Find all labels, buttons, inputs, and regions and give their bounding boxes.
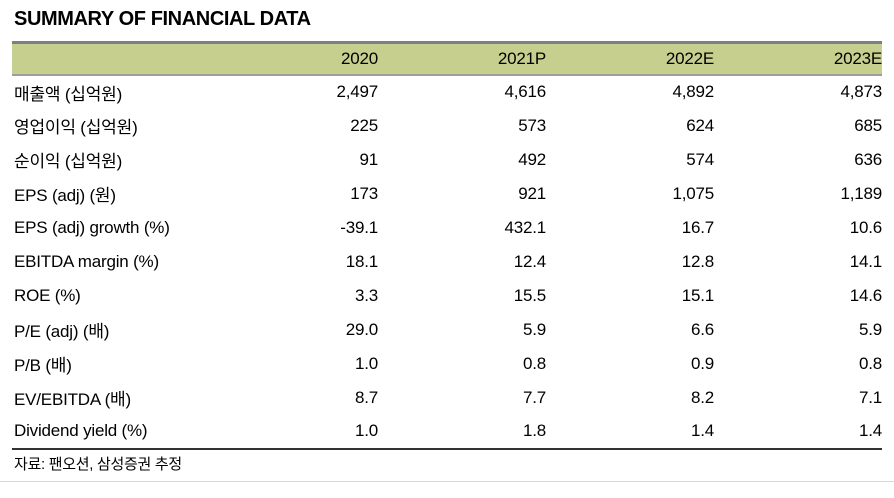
cell-value: 6.6 [690,319,714,339]
table-row-pe: P/E (adj) (배) 29.0 5.9 6.6 5.9 [12,313,882,347]
source-note: 자료: 팬오션, 삼성증권 추정 [14,455,182,473]
table-row-revenue: 매출액 (십억원) 2,497 4,616 4,892 4,873 [12,75,882,109]
cell-value: 15.1 [681,285,714,305]
cell-value: 7.1 [858,387,882,407]
cell-value: 4,892 [672,82,714,101]
cell-value: 16.7 [681,217,714,237]
table-row-net-profit: 순이익 (십억원) 91 492 574 636 [12,143,882,177]
cell-value: 624 [686,115,714,135]
table-header-2023e: 2023E [833,48,882,68]
cell-value: 173 [350,183,378,203]
table-header-2021p: 2021P [497,48,546,68]
table-row-roe: ROE (%) 3.3 15.5 15.1 14.6 [12,279,882,313]
cell-value: 4,873 [840,82,882,101]
cell-value: 1,075 [672,183,714,203]
cell-value: 1.4 [858,421,882,440]
cell-value: 14.1 [849,251,882,271]
bottom-divider [0,481,894,482]
table-row-ebitda-margin: EBITDA margin (%) 18.1 12.4 12.8 14.1 [12,245,882,279]
cell-value: 1.4 [690,421,714,440]
table-row-eps: EPS (adj) (원) 173 921 1,075 1,189 [12,177,882,211]
cell-value: 574 [686,149,714,169]
cell-value: 8.7 [354,387,378,407]
cell-value: 636 [854,149,882,169]
cell-value: 2,497 [336,82,378,101]
cell-value: 0.8 [858,353,882,373]
cell-value: 18.1 [345,251,378,271]
cell-value: 1,189 [840,183,882,203]
table-row-ev-ebitda: EV/EBITDA (배) 8.7 7.7 8.2 7.1 [12,381,882,415]
row-label: Dividend yield (%) [14,421,148,440]
cell-value: 0.8 [522,353,546,373]
cell-value: 573 [518,115,546,135]
cell-value: 4,616 [504,82,546,101]
cell-value: 3.3 [354,285,378,305]
table-header-2022e: 2022E [665,48,714,68]
row-label: EPS (adj) growth (%) [14,217,170,237]
cell-value: 7.7 [522,387,546,407]
row-label: ROE (%) [14,285,81,305]
row-label: 영업이익 (십억원) [14,118,138,137]
cell-value: 10.6 [849,217,882,237]
cell-value: -39.1 [340,217,378,237]
cell-value: 12.4 [513,251,546,271]
table-header-metric [12,43,210,75]
cell-value: 685 [854,115,882,135]
cell-value: 1.0 [354,421,378,440]
table-header-2020: 2020 [340,48,378,68]
row-label: EV/EBITDA (배) [14,390,131,409]
table-row-eps-growth: EPS (adj) growth (%) -39.1 432.1 16.7 10… [12,211,882,245]
cell-value: 91 [359,149,378,169]
cell-value: 0.9 [690,353,714,373]
cell-value: 5.9 [858,319,882,339]
cell-value: 1.0 [354,353,378,373]
cell-value: 8.2 [690,387,714,407]
row-label: EPS (adj) (원) [14,186,116,205]
table-row-operating-profit: 영업이익 (십억원) 225 573 624 685 [12,109,882,143]
row-label: EBITDA margin (%) [14,251,159,271]
cell-value: 432.1 [504,217,546,237]
row-label: 매출액 (십억원) [14,84,123,104]
page-title: SUMMARY OF FINANCIAL DATA [14,8,311,30]
cell-value: 1.8 [522,421,546,440]
cell-value: 29.0 [345,319,378,339]
financial-data-table: 2020 2021P 2022E 2023E 매출액 (십억원) 2,497 4… [12,41,882,450]
row-label: P/B (배) [14,356,72,375]
cell-value: 492 [518,149,546,169]
cell-value: 225 [350,115,378,135]
cell-value: 5.9 [522,319,546,339]
row-label: 순이익 (십억원) [14,152,123,171]
table-row-pb: P/B (배) 1.0 0.8 0.9 0.8 [12,347,882,381]
table-row-dividend-yield: Dividend yield (%) 1.0 1.8 1.4 1.4 [12,415,882,449]
table-header-row: 2020 2021P 2022E 2023E [12,42,882,75]
cell-value: 15.5 [513,285,546,305]
cell-value: 12.8 [681,251,714,271]
cell-value: 921 [518,183,546,203]
cell-value: 14.6 [849,285,882,305]
row-label: P/E (adj) (배) [14,322,110,341]
